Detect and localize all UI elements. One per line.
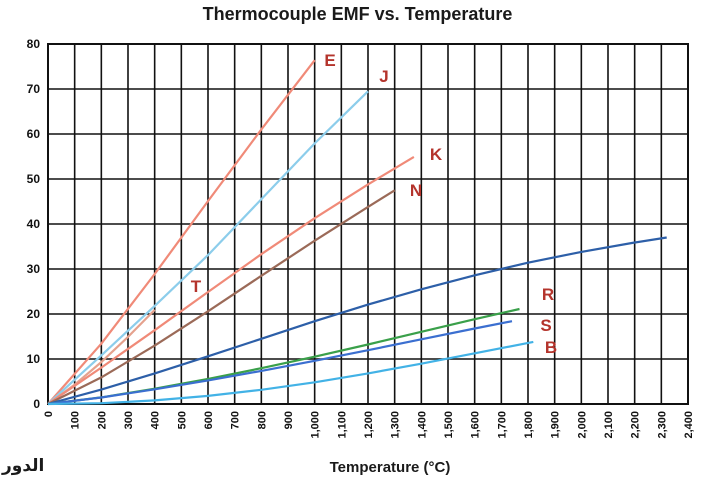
x-tick-label: 1,400 [416,411,428,439]
x-tick-label: 1,600 [470,411,482,439]
x-tick-label: 1,200 [363,411,375,439]
y-tick-label: 40 [27,217,41,231]
series-label: S [540,316,551,335]
series-line [47,236,667,406]
y-tick-label: 20 [27,307,41,321]
series-label: R [542,285,554,304]
series-label: B [545,338,557,357]
x-tick-label: 1,500 [443,411,455,439]
x-tick-label: 1,100 [336,411,348,439]
x-tick-label: 800 [256,411,268,429]
y-tick-label: 30 [27,262,41,276]
x-tick-label: 2,000 [576,411,588,439]
x-tick-label: 200 [96,411,108,429]
series-line [47,340,534,406]
series-label: E [324,51,335,70]
x-tick-label: 300 [123,411,135,429]
x-axis-label: Temperature (°C) [329,459,451,476]
y-tick-label: 70 [27,82,41,96]
series-label: K [430,145,443,164]
x-tick-label: 1,300 [390,411,402,439]
x-tick-label: 400 [150,411,162,429]
x-tick-label: 1,900 [550,411,562,439]
chart-title: Thermocouple EMF vs. Temperature [202,4,513,24]
x-tick-label: 1,700 [496,411,508,439]
y-tick-label: 80 [27,37,41,51]
series-label: N [410,181,422,200]
series-line [47,155,415,405]
y-tick-label: 0 [33,397,40,411]
y-tick-label: 60 [27,127,41,141]
x-tick-label: 2,100 [603,411,615,439]
series-label: J [379,67,388,86]
y-tick-label: 50 [27,172,41,186]
plot-frame [47,43,689,405]
series-line [47,90,369,405]
series-line [47,320,513,406]
x-tick-label: 700 [230,411,242,429]
x-tick-label: 1,000 [310,411,322,439]
x-tick-label: 2,400 [683,411,695,439]
x-tick-label: 2,200 [630,411,642,439]
x-tick-label: 0 [43,411,55,417]
x-tick-label: 2,300 [656,411,668,439]
series-line [47,189,396,405]
x-tick-label: 500 [176,411,188,429]
x-tick-label: 600 [203,411,215,429]
corner-caption: الدور [2,456,45,476]
x-tick-label: 100 [70,411,82,429]
x-tick-label: 900 [283,411,295,429]
series-label: T [191,277,202,296]
y-tick-label: 10 [27,352,41,366]
series-line [47,59,316,405]
x-tick-label: 1,800 [523,411,535,439]
